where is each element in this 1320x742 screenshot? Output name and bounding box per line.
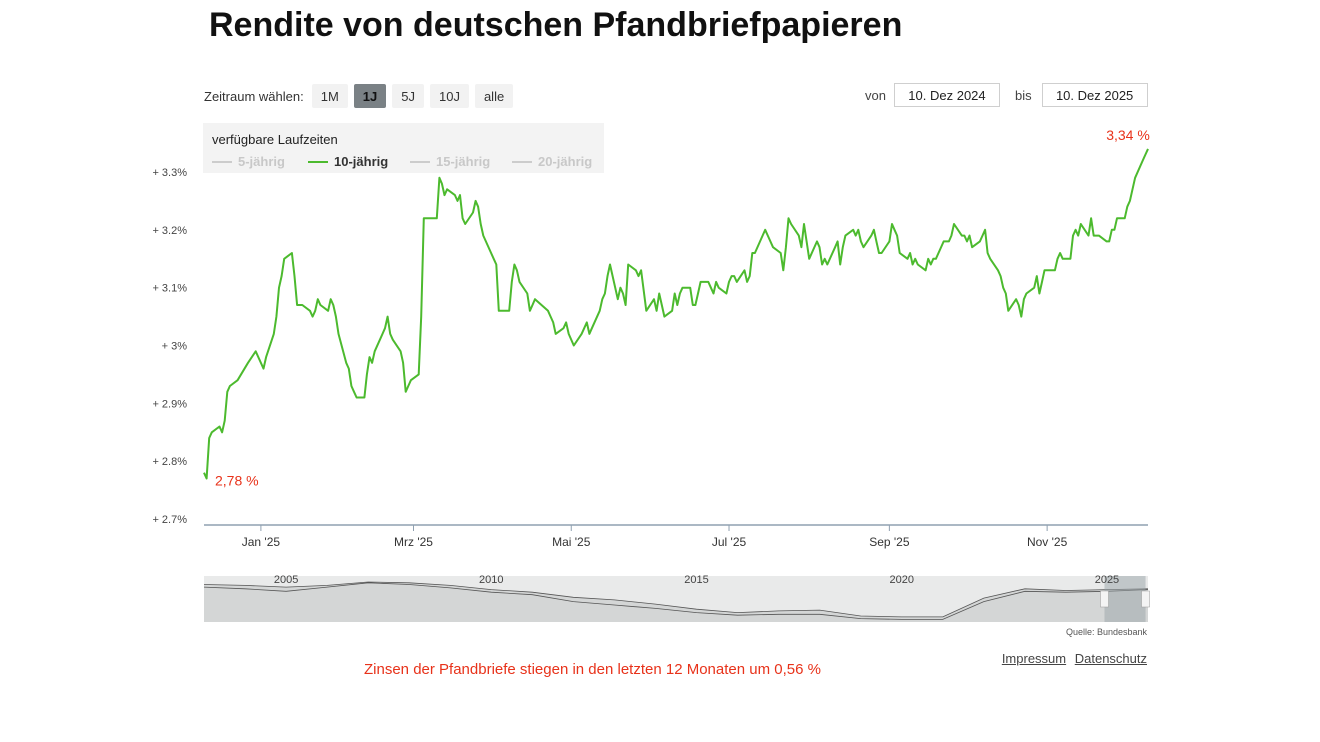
date-to-label: bis [1015,87,1032,103]
series-line-10-jaehrig [203,148,1149,480]
navigator-year-axis: 2005 2010 2015 2020 2025 [274,574,1119,586]
navigator-year-label: 2025 [1095,574,1119,586]
y-tick-label: + 3% [162,341,188,353]
y-tick-label: + 3.3% [152,167,187,179]
legend-swatch [410,160,430,163]
legend-item-label: 10-jährig [334,154,389,169]
y-tick-label: + 3.2% [152,225,187,237]
date-range-from: von [865,83,1000,107]
date-from-label: von [865,87,886,103]
page-title: Rendite von deutschen Pfandbriefpapieren [209,6,903,44]
legend-swatch [308,160,328,163]
legend-item-5-jaehrig[interactable]: 5-jährig [212,154,285,169]
navigator-year-label: 2015 [684,574,708,586]
x-tick-label: Mai '25 [552,535,591,549]
legend-title: verfügbare Laufzeiten [212,132,338,147]
navigator-year-label: 2005 [274,574,298,586]
legend-item-20-jaehrig[interactable]: 20-jährig [512,154,592,169]
range-button-5j[interactable]: 5J [392,84,424,108]
date-from-input[interactable] [893,83,1000,107]
x-tick-label: Jul '25 [712,535,747,549]
legend-item-10-jaehrig[interactable]: 10-jährig [308,154,388,169]
end-value-label: 3,34 % [1106,127,1150,143]
source-credit: Quelle: Bundesbank [1065,627,1147,637]
legend-item-label: 5-jährig [238,154,285,169]
navigator-year-label: 2010 [479,574,503,586]
x-tick-label: Sep '25 [869,535,910,549]
datenschutz-link[interactable]: Datenschutz [1074,651,1147,666]
navigator-area [204,582,1148,622]
legend-item-15-jaehrig[interactable]: 15-jährig [410,154,490,169]
x-tick-label: Mrz '25 [394,535,433,549]
range-button-alle[interactable]: alle [474,84,514,108]
navigator-year-label: 2020 [889,574,913,586]
navigator-line [203,582,1149,620]
impressum-link[interactable]: Impressum [1001,651,1067,666]
x-axis: Jan '25 Mrz '25 Mai '25 Jul '25 Sep '25 Nov '… [242,525,1068,549]
range-selector: Zeitraum wählen: 1M 1J 5J 10J alle [204,83,519,109]
date-range-to: bis [1015,83,1148,107]
legend-swatch [512,160,532,163]
legend-item-label: 20-jährig [538,154,593,169]
start-value-label: 2,78 % [215,473,259,489]
legend-item-label: 15-jährig [436,154,491,169]
y-tick-label: + 2.7% [152,514,187,526]
date-to-input[interactable] [1041,83,1148,107]
navigator-handle-left[interactable] [1100,590,1109,608]
legend: verfügbare Laufzeiten 5-jährig 10-jährig… [203,123,604,173]
legend-swatch [212,160,232,163]
summary-text: Zinsen der Pfandbriefe stiegen in den le… [364,661,821,678]
navigator-selection[interactable] [1104,576,1146,622]
x-tick-label: Nov '25 [1027,535,1068,549]
range-button-1m[interactable]: 1M [311,84,348,108]
navigator-handle-right[interactable] [1141,590,1150,608]
footer-links: Impressum Datenschutz [997,651,1147,666]
navigator: 2005 2010 2015 2020 2025 [203,574,1150,622]
navigator-line [203,581,1149,618]
y-axis: + 2.7% + 2.8% + 2.9% + 3% + 3.1% + 3.2% + 3.3% [152,167,187,526]
range-button-1j[interactable]: 1J [353,84,387,108]
x-tick-label: Jan '25 [242,535,281,549]
y-tick-label: + 2.8% [152,456,187,468]
range-button-10j[interactable]: 10J [429,84,469,108]
navigator-background [204,576,1148,622]
range-selector-label: Zeitraum wählen: [204,88,304,104]
y-tick-label: + 2.9% [152,398,187,410]
y-tick-label: + 3.1% [152,283,187,295]
